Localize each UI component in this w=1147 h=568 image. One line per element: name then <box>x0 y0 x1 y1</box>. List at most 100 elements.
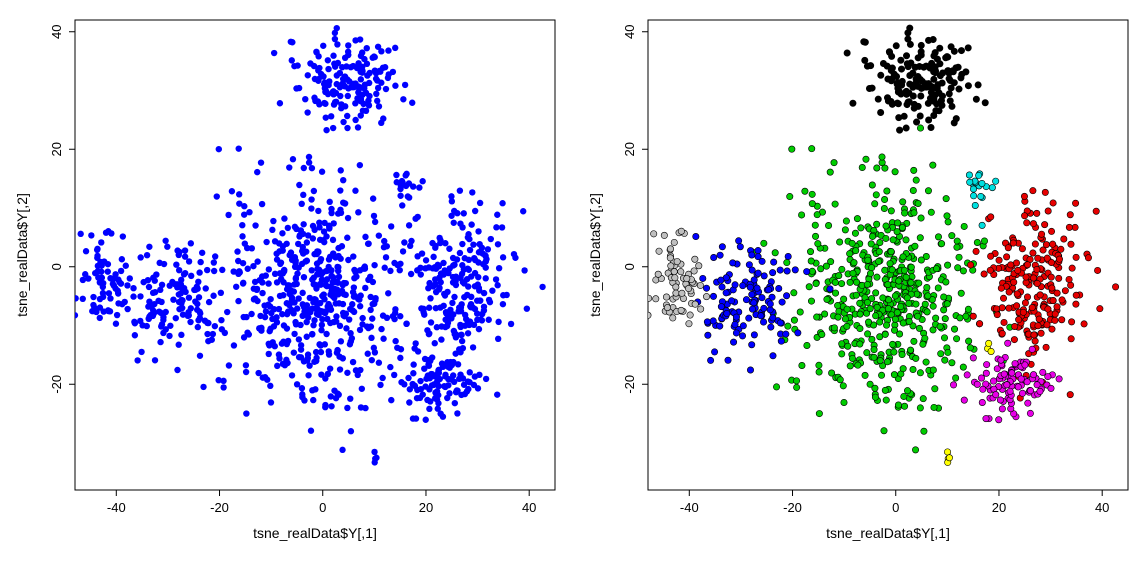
data-point <box>808 298 814 304</box>
data-point <box>911 167 917 173</box>
data-point <box>286 164 292 170</box>
data-point <box>1038 330 1044 336</box>
data-point <box>1066 224 1072 230</box>
data-point <box>911 82 917 88</box>
data-point <box>405 375 411 381</box>
data-point <box>1019 390 1025 396</box>
x-tick-label: -20 <box>783 500 802 515</box>
data-point <box>892 293 898 299</box>
data-point <box>408 271 414 277</box>
data-point <box>292 319 298 325</box>
data-point <box>340 355 346 361</box>
data-point <box>650 231 656 237</box>
data-point <box>290 156 296 162</box>
data-point <box>372 219 378 225</box>
data-point <box>394 262 400 268</box>
data-point <box>975 82 981 88</box>
data-point <box>787 193 793 199</box>
data-point <box>178 277 184 283</box>
data-point <box>488 236 494 242</box>
data-point <box>1045 306 1051 312</box>
data-point <box>328 267 334 273</box>
data-point <box>1038 231 1044 237</box>
data-point <box>802 188 808 194</box>
data-point <box>901 113 907 119</box>
data-point <box>446 390 452 396</box>
data-point <box>687 312 693 318</box>
data-point <box>291 63 297 69</box>
data-point <box>370 195 376 201</box>
data-point <box>409 100 415 106</box>
data-point <box>299 313 305 319</box>
data-point <box>895 278 901 284</box>
data-point <box>809 200 815 206</box>
data-point <box>924 309 930 315</box>
data-point <box>400 96 406 102</box>
data-point <box>783 293 789 299</box>
data-point <box>944 262 950 268</box>
data-point <box>188 273 194 279</box>
data-point <box>160 314 166 320</box>
data-point <box>338 82 344 88</box>
x-tick-label: 0 <box>319 500 326 515</box>
data-point <box>456 346 462 352</box>
data-point <box>924 284 930 290</box>
data-point <box>373 455 379 461</box>
data-point <box>366 102 372 108</box>
data-point <box>479 311 485 317</box>
data-point <box>277 100 283 106</box>
data-point <box>854 215 860 221</box>
data-point <box>773 384 779 390</box>
data-point <box>306 154 312 160</box>
data-point <box>749 291 755 297</box>
data-point <box>195 324 201 330</box>
data-point <box>495 336 501 342</box>
data-point <box>330 237 336 243</box>
data-point <box>293 276 299 282</box>
data-point <box>334 72 340 78</box>
data-point <box>170 296 176 302</box>
data-point <box>869 85 875 91</box>
data-point <box>761 240 767 246</box>
data-point <box>323 127 329 133</box>
data-point <box>730 339 736 345</box>
data-point <box>508 321 514 327</box>
data-point <box>1030 220 1036 226</box>
data-point <box>265 280 271 286</box>
data-point <box>428 319 434 325</box>
data-point <box>1048 385 1054 391</box>
data-point <box>874 304 880 310</box>
data-point <box>316 341 322 347</box>
data-point <box>893 43 899 49</box>
data-point <box>321 100 327 106</box>
data-point <box>849 240 855 246</box>
data-point <box>425 357 431 363</box>
data-point <box>827 169 833 175</box>
data-point <box>456 304 462 310</box>
data-point <box>381 244 387 250</box>
data-point <box>948 85 954 91</box>
data-point <box>749 252 755 258</box>
data-point <box>724 310 730 316</box>
data-point <box>899 351 905 357</box>
data-point <box>740 323 746 329</box>
data-point <box>376 232 382 238</box>
data-point <box>495 241 501 247</box>
data-point <box>865 257 871 263</box>
data-point <box>978 193 984 199</box>
data-point <box>903 53 909 59</box>
data-point <box>894 228 900 234</box>
data-point <box>319 8 325 14</box>
data-point <box>454 387 460 393</box>
x-axis-label: tsne_realData$Y[,1] <box>253 525 377 541</box>
data-point <box>261 302 267 308</box>
data-point <box>304 239 310 245</box>
data-point <box>818 266 824 272</box>
data-point <box>872 385 878 391</box>
data-point <box>749 342 755 348</box>
data-point <box>913 355 919 361</box>
data-point <box>784 259 790 265</box>
data-point <box>352 117 358 123</box>
data-point <box>235 298 241 304</box>
data-point <box>868 264 874 270</box>
